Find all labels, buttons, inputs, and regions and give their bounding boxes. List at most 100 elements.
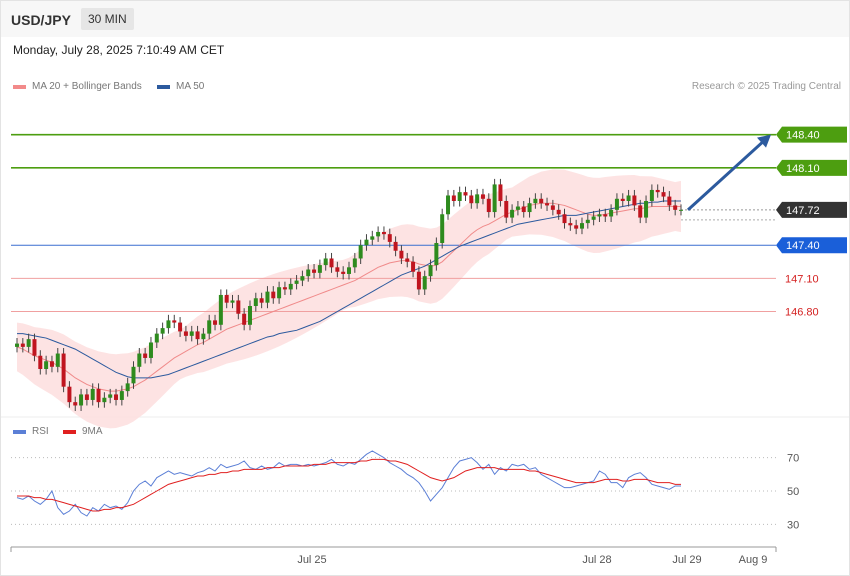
candle [317, 265, 322, 273]
candle [387, 234, 392, 242]
candle [515, 206, 520, 210]
chart-header: USD/JPY 30 MIN [1, 1, 849, 37]
candle [626, 195, 631, 201]
candle [405, 258, 410, 262]
candle [673, 205, 678, 210]
candle [271, 291, 276, 299]
candle [539, 198, 544, 204]
candle [195, 331, 200, 340]
level-label-0: 148.40 [786, 130, 820, 142]
candle [67, 386, 72, 403]
candle [213, 320, 218, 325]
candle [533, 198, 538, 204]
candle [440, 214, 445, 243]
candle [125, 383, 130, 392]
candle [189, 331, 194, 336]
projection-arrowhead [757, 134, 771, 148]
candle [585, 219, 590, 224]
rsi-swatch [13, 429, 26, 434]
candle [236, 300, 241, 314]
level-label-4: 147.10 [785, 273, 819, 285]
candle [61, 353, 66, 387]
candle [253, 298, 258, 306]
x-tick-label: Jul 25 [297, 554, 326, 566]
candle [183, 331, 188, 336]
timestamp: Monday, July 28, 2025 7:10:49 AM CET [13, 43, 225, 57]
candle [90, 388, 95, 400]
rsi-tick-label: 50 [787, 486, 799, 498]
candle [148, 342, 153, 358]
symbol-title: USD/JPY [11, 12, 71, 28]
candle [73, 402, 78, 406]
candle [131, 366, 136, 384]
candle [527, 203, 532, 213]
candle [242, 313, 247, 325]
level-tag-0 [776, 126, 847, 143]
candle [323, 258, 328, 266]
candle [376, 231, 381, 237]
level-tag-3 [776, 237, 847, 254]
candle [335, 267, 340, 272]
candle [510, 209, 515, 218]
candle [277, 287, 282, 299]
candle [632, 195, 637, 206]
candle [84, 394, 89, 400]
candle [288, 283, 293, 290]
credit-text: Research © 2025 Trading Central [691, 81, 841, 92]
candle [480, 194, 485, 199]
candle [422, 276, 427, 290]
candle [341, 271, 346, 274]
candle [463, 192, 468, 196]
level-label-5: 146.80 [785, 307, 819, 319]
rsi-ma-swatch [63, 429, 76, 434]
x-tick-label: Jul 28 [582, 554, 611, 566]
level-tag-1 [776, 159, 847, 176]
candle [230, 300, 235, 303]
candle [172, 320, 177, 323]
candle [486, 198, 491, 213]
interval-button[interactable]: 30 MIN [81, 8, 134, 30]
candle [26, 339, 31, 347]
candle [609, 209, 614, 217]
legend-rsi-label: RSI [32, 426, 49, 437]
legend-ma20: MA 20 + Bollinger Bands [13, 81, 142, 92]
candle [416, 271, 421, 290]
candle [667, 196, 672, 206]
rsi-tick-label: 70 [787, 453, 799, 465]
candle [370, 236, 375, 240]
level-label-1: 148.10 [786, 163, 820, 175]
candle [562, 214, 567, 224]
candle [597, 214, 602, 217]
candle [457, 192, 462, 201]
candle [358, 245, 363, 259]
candle [294, 280, 299, 284]
legend-9ma-label: 9MA [82, 426, 103, 437]
candle [428, 265, 433, 277]
candle [312, 269, 317, 273]
ma50-line [17, 200, 681, 379]
candle [96, 388, 101, 403]
candle [521, 206, 526, 213]
candle [446, 195, 451, 215]
rsi-line [16, 450, 681, 517]
candle [498, 184, 503, 201]
ma50-swatch [157, 84, 170, 89]
ma20-swatch [13, 84, 26, 89]
candle [306, 269, 311, 277]
candle [32, 339, 37, 356]
candle [166, 320, 171, 329]
candle [504, 201, 509, 218]
candle [137, 353, 142, 367]
candle [143, 353, 148, 358]
candle [55, 353, 60, 367]
candle [329, 258, 334, 268]
level-tag-2 [776, 201, 847, 218]
x-tick-label: Aug 9 [739, 554, 768, 566]
candle [347, 267, 351, 274]
candle [381, 231, 386, 235]
candle [574, 225, 579, 229]
candle [679, 209, 683, 211]
candle [178, 322, 183, 332]
